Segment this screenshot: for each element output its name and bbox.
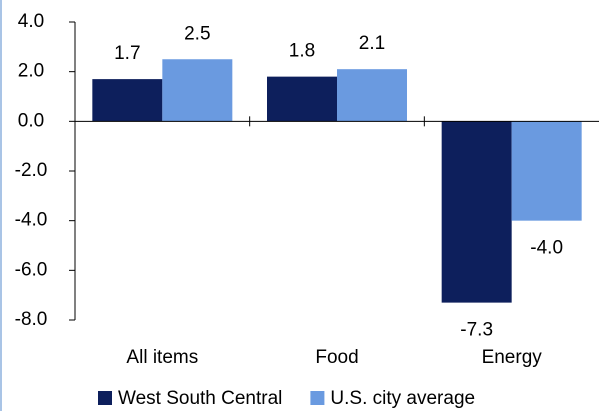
bar — [92, 79, 163, 122]
x-tick-label: Food — [315, 347, 358, 368]
y-tick-label: 4.0 — [18, 11, 44, 32]
legend-label: West South Central — [118, 388, 282, 409]
bar — [511, 121, 582, 221]
value-label: 2.1 — [359, 33, 385, 54]
value-label: -4.0 — [530, 238, 563, 259]
legend-swatch — [98, 391, 112, 405]
bar — [267, 76, 337, 122]
legend-label: U.S. city average — [330, 388, 475, 409]
x-tick-label: All items — [126, 347, 198, 368]
bar — [162, 59, 233, 122]
y-tick-label: -8.0 — [15, 309, 48, 330]
x-tick-label: Energy — [482, 347, 543, 368]
y-tick-label: 0.0 — [18, 110, 44, 131]
y-tick-label: 2.0 — [18, 61, 44, 82]
y-tick-label: -4.0 — [15, 210, 48, 231]
legend-swatch — [310, 391, 325, 405]
value-label: -7.3 — [460, 320, 493, 341]
bar — [337, 69, 407, 122]
bar — [441, 121, 512, 303]
y-tick-label: -2.0 — [15, 160, 48, 181]
value-label: 2.5 — [184, 23, 210, 44]
y-tick-label: -6.0 — [15, 259, 48, 280]
value-label: 1.7 — [114, 43, 140, 64]
value-label: 1.8 — [289, 41, 315, 62]
